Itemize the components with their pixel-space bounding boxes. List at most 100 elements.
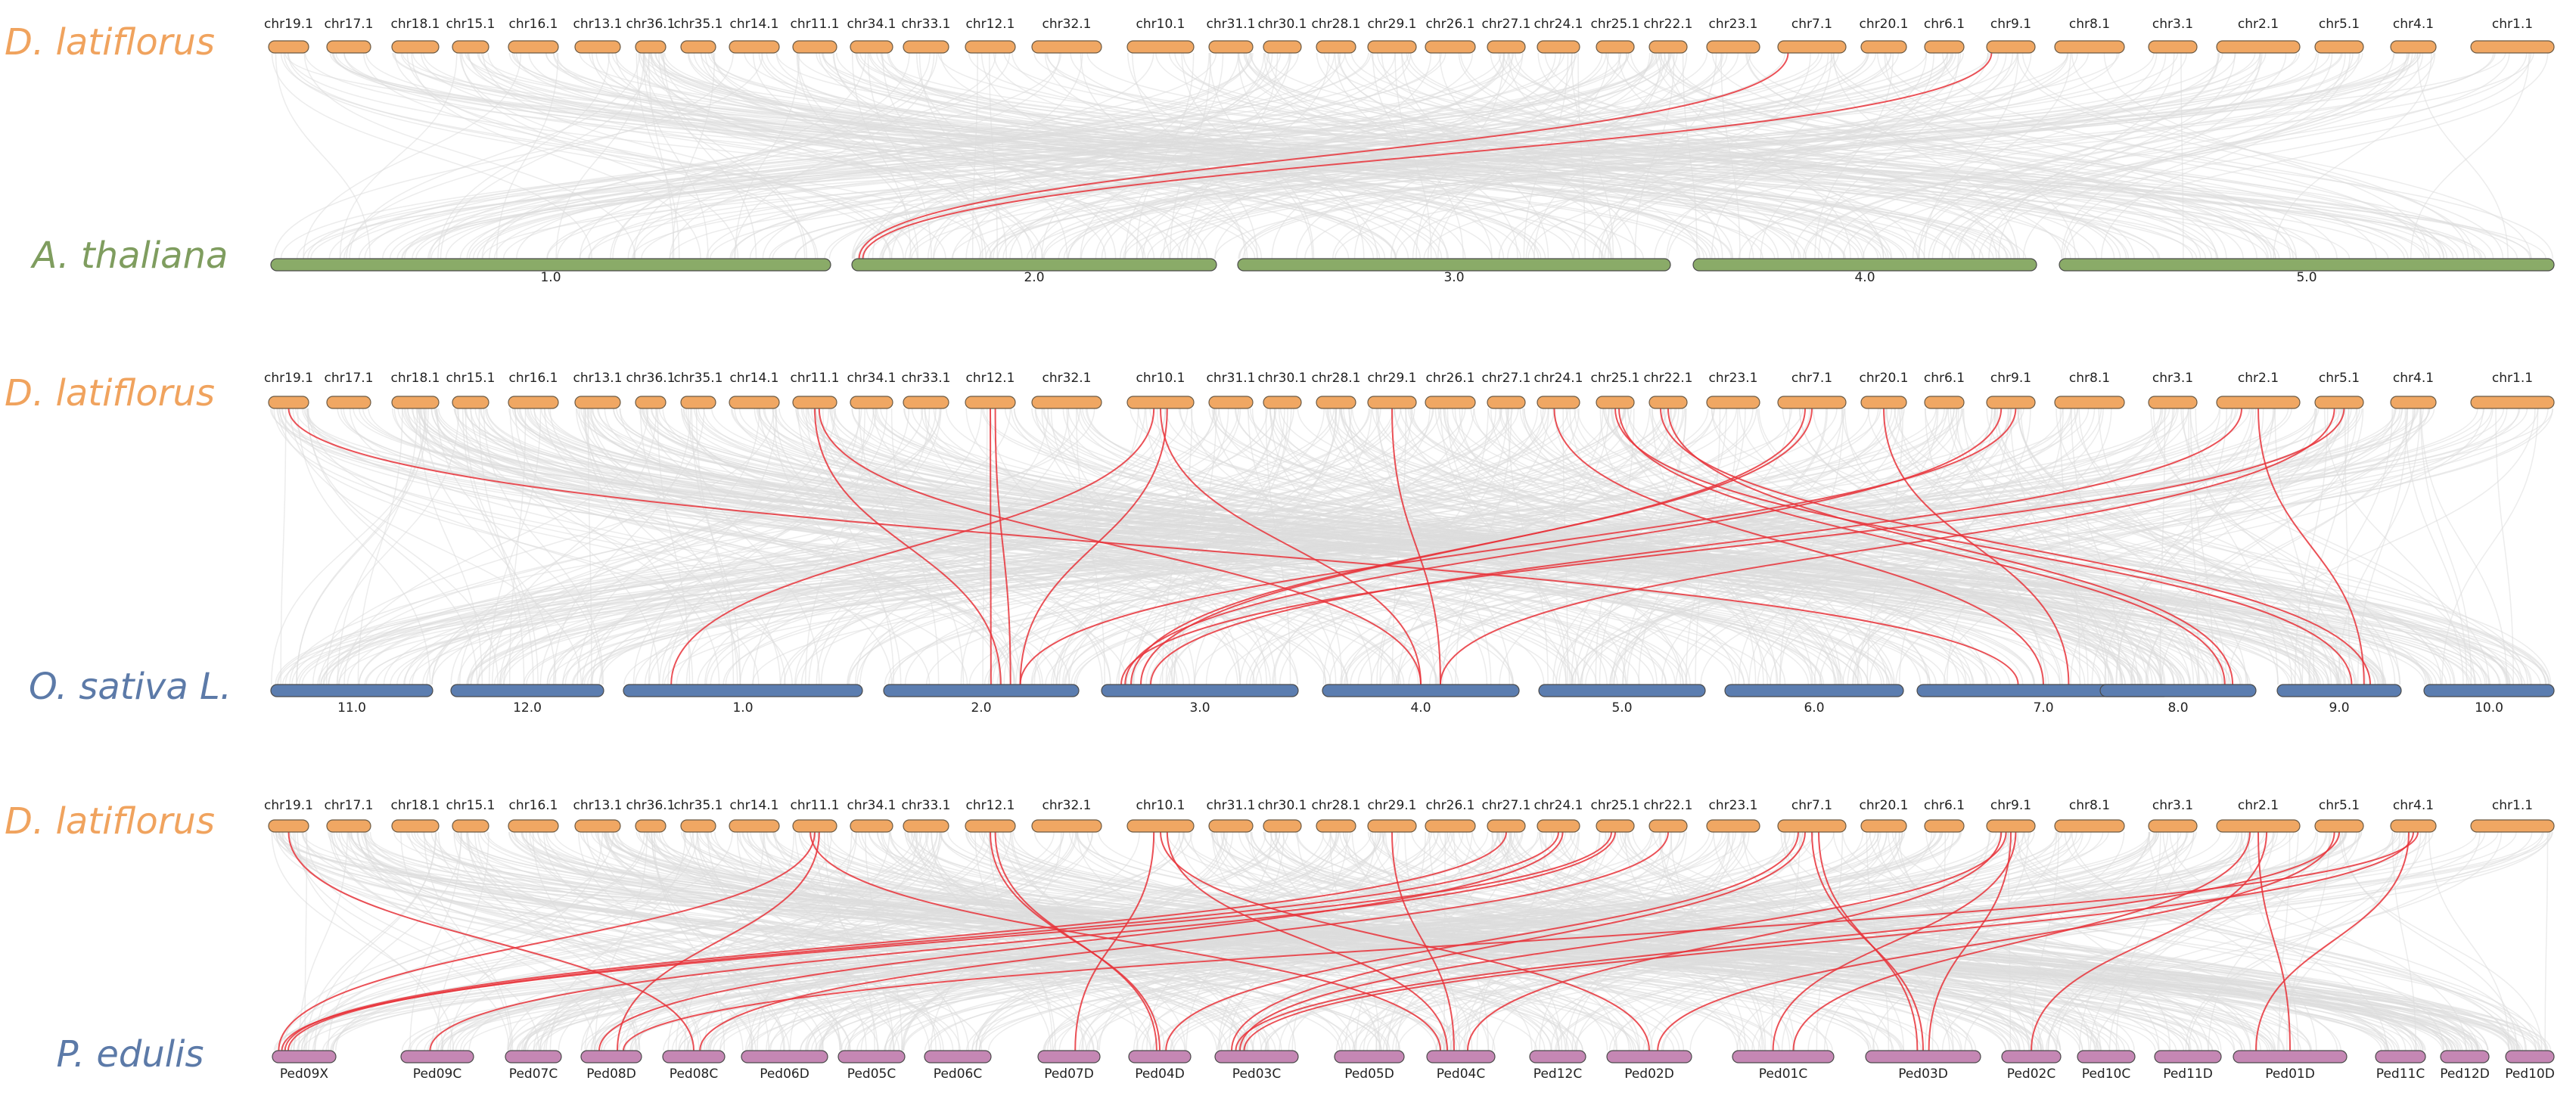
chromosome-1.0 bbox=[623, 684, 863, 697]
highlighted-link bbox=[1243, 831, 2414, 1051]
highlighted-link bbox=[1772, 831, 2017, 1051]
chromosome-chr27.1 bbox=[1487, 396, 1526, 409]
highlighted-link bbox=[2255, 831, 2410, 1051]
chromosome-chr27.1 bbox=[1487, 40, 1526, 54]
chromosome-label: chr6.1 bbox=[1924, 371, 1965, 386]
chromosome-label: chr30.1 bbox=[1258, 798, 1307, 813]
chromosome-label: chr12.1 bbox=[966, 17, 1015, 32]
background-links bbox=[271, 52, 2553, 259]
chromosome-label: chr26.1 bbox=[1426, 17, 1475, 32]
chromosome-label: 9.0 bbox=[2329, 700, 2349, 716]
synteny-link bbox=[2056, 408, 2302, 685]
synteny-link bbox=[816, 52, 1807, 259]
synteny-link bbox=[624, 831, 943, 1051]
synteny-link bbox=[1437, 52, 1609, 259]
synteny-link bbox=[1798, 831, 2547, 1051]
highlighted-link bbox=[1239, 831, 2007, 1051]
chromosome-label: 10.0 bbox=[2475, 700, 2503, 716]
chromosome-label: chr22.1 bbox=[1644, 371, 1693, 386]
synteny-link bbox=[481, 52, 1011, 259]
chromosome-label: chr22.1 bbox=[1644, 17, 1693, 32]
chromosome-label: chr35.1 bbox=[674, 371, 723, 386]
synteny-link bbox=[411, 52, 701, 259]
synteny-link bbox=[978, 52, 2435, 259]
synteny-link bbox=[848, 408, 1792, 685]
synteny-link bbox=[365, 52, 1708, 259]
chromosome-Ped12D bbox=[2440, 1050, 2490, 1063]
chromosome-label: chr9.1 bbox=[1990, 371, 2031, 386]
synteny-link bbox=[548, 408, 2528, 685]
synteny-link bbox=[682, 831, 2542, 1051]
synteny-link bbox=[1622, 408, 1728, 685]
synteny-link bbox=[1242, 52, 2267, 259]
synteny-link bbox=[1804, 52, 2360, 259]
highlighted-link bbox=[598, 831, 1564, 1051]
chromosome-label: chr3.1 bbox=[2152, 17, 2193, 32]
synteny-link bbox=[1350, 52, 2464, 259]
synteny-link bbox=[581, 408, 1011, 685]
chromosome-label: 6.0 bbox=[1804, 700, 1824, 716]
synteny-link bbox=[1818, 52, 1959, 259]
chromosome-chr17.1 bbox=[326, 396, 371, 409]
synteny-link bbox=[980, 52, 1248, 259]
chromosome-label: Ped05D bbox=[1344, 1067, 1394, 1082]
synteny-link bbox=[1123, 52, 1956, 259]
chromosome-Ped05D bbox=[1334, 1050, 1405, 1063]
synteny-link bbox=[1499, 408, 2123, 685]
chromosome-label: chr29.1 bbox=[1368, 371, 1417, 386]
highlighted-link bbox=[1019, 408, 1168, 685]
synteny-link bbox=[419, 408, 1869, 685]
chromosome-label: chr20.1 bbox=[1860, 371, 1909, 386]
chromosome-10.0 bbox=[2423, 684, 2555, 697]
synteny-link bbox=[1173, 831, 2544, 1051]
synteny-link bbox=[1869, 831, 2251, 1051]
synteny-link bbox=[741, 831, 2080, 1051]
highlighted-link bbox=[617, 831, 820, 1051]
highlighted-link bbox=[278, 831, 816, 1051]
chromosome-label: chr26.1 bbox=[1426, 371, 1475, 386]
chromosome-2.0 bbox=[851, 258, 1217, 272]
chromosome-chr11.1 bbox=[792, 819, 837, 833]
chromosome-5.0 bbox=[2059, 258, 2555, 272]
synteny-link bbox=[1342, 831, 2135, 1051]
synteny-link bbox=[312, 831, 938, 1051]
synteny-link bbox=[383, 408, 1466, 685]
chromosome-chr12.1 bbox=[965, 396, 1016, 409]
synteny-link bbox=[1832, 52, 2445, 259]
chromosome-label: chr7.1 bbox=[1791, 798, 1832, 813]
synteny-link bbox=[604, 831, 2312, 1051]
highlighted-link bbox=[994, 408, 1011, 685]
chromosome-label: chr33.1 bbox=[902, 371, 951, 386]
synteny-link bbox=[1343, 408, 1973, 685]
synteny-link bbox=[822, 408, 895, 685]
synteny-link bbox=[2274, 408, 2315, 685]
chromosome-label: Ped04D bbox=[1135, 1067, 1185, 1082]
chromosome-label: chr33.1 bbox=[902, 17, 951, 32]
synteny-link bbox=[1605, 52, 2272, 259]
chromosome-chr35.1 bbox=[680, 819, 716, 833]
chromosome-chr34.1 bbox=[850, 819, 893, 833]
synteny-link bbox=[306, 408, 499, 685]
synteny-link bbox=[431, 408, 940, 685]
panel-athaliana: chr19.1 chr17.1 chr18.1 chr15.1 chr16.1 chr13… bbox=[5, 17, 2555, 285]
synteny-link bbox=[739, 408, 1294, 685]
chromosome-chr30.1 bbox=[1263, 40, 1302, 54]
synteny-link bbox=[543, 831, 785, 1051]
synteny-link bbox=[1276, 831, 2058, 1051]
chromosome-label: chr16.1 bbox=[509, 17, 558, 32]
species-label-top: D. latiflorus bbox=[5, 372, 215, 414]
species-label-top: D. latiflorus bbox=[5, 800, 215, 843]
synteny-link bbox=[1440, 831, 1903, 1051]
highlighted-link bbox=[2257, 408, 2365, 685]
synteny-link bbox=[1329, 408, 2550, 685]
chromosome-Ped12C bbox=[1529, 1050, 1586, 1063]
chromosome-label: chr6.1 bbox=[1924, 798, 1965, 813]
chromosome-label: chr28.1 bbox=[1312, 798, 1361, 813]
chromosome-chr26.1 bbox=[1425, 819, 1476, 833]
synteny-link bbox=[918, 831, 1262, 1051]
chromosome-label: 4.0 bbox=[1410, 700, 1431, 716]
chromosome-8.0 bbox=[2099, 684, 2257, 697]
synteny-link bbox=[1700, 408, 2424, 685]
chromosome-label: chr3.1 bbox=[2152, 371, 2193, 386]
highlighted-link bbox=[1165, 831, 1799, 1051]
